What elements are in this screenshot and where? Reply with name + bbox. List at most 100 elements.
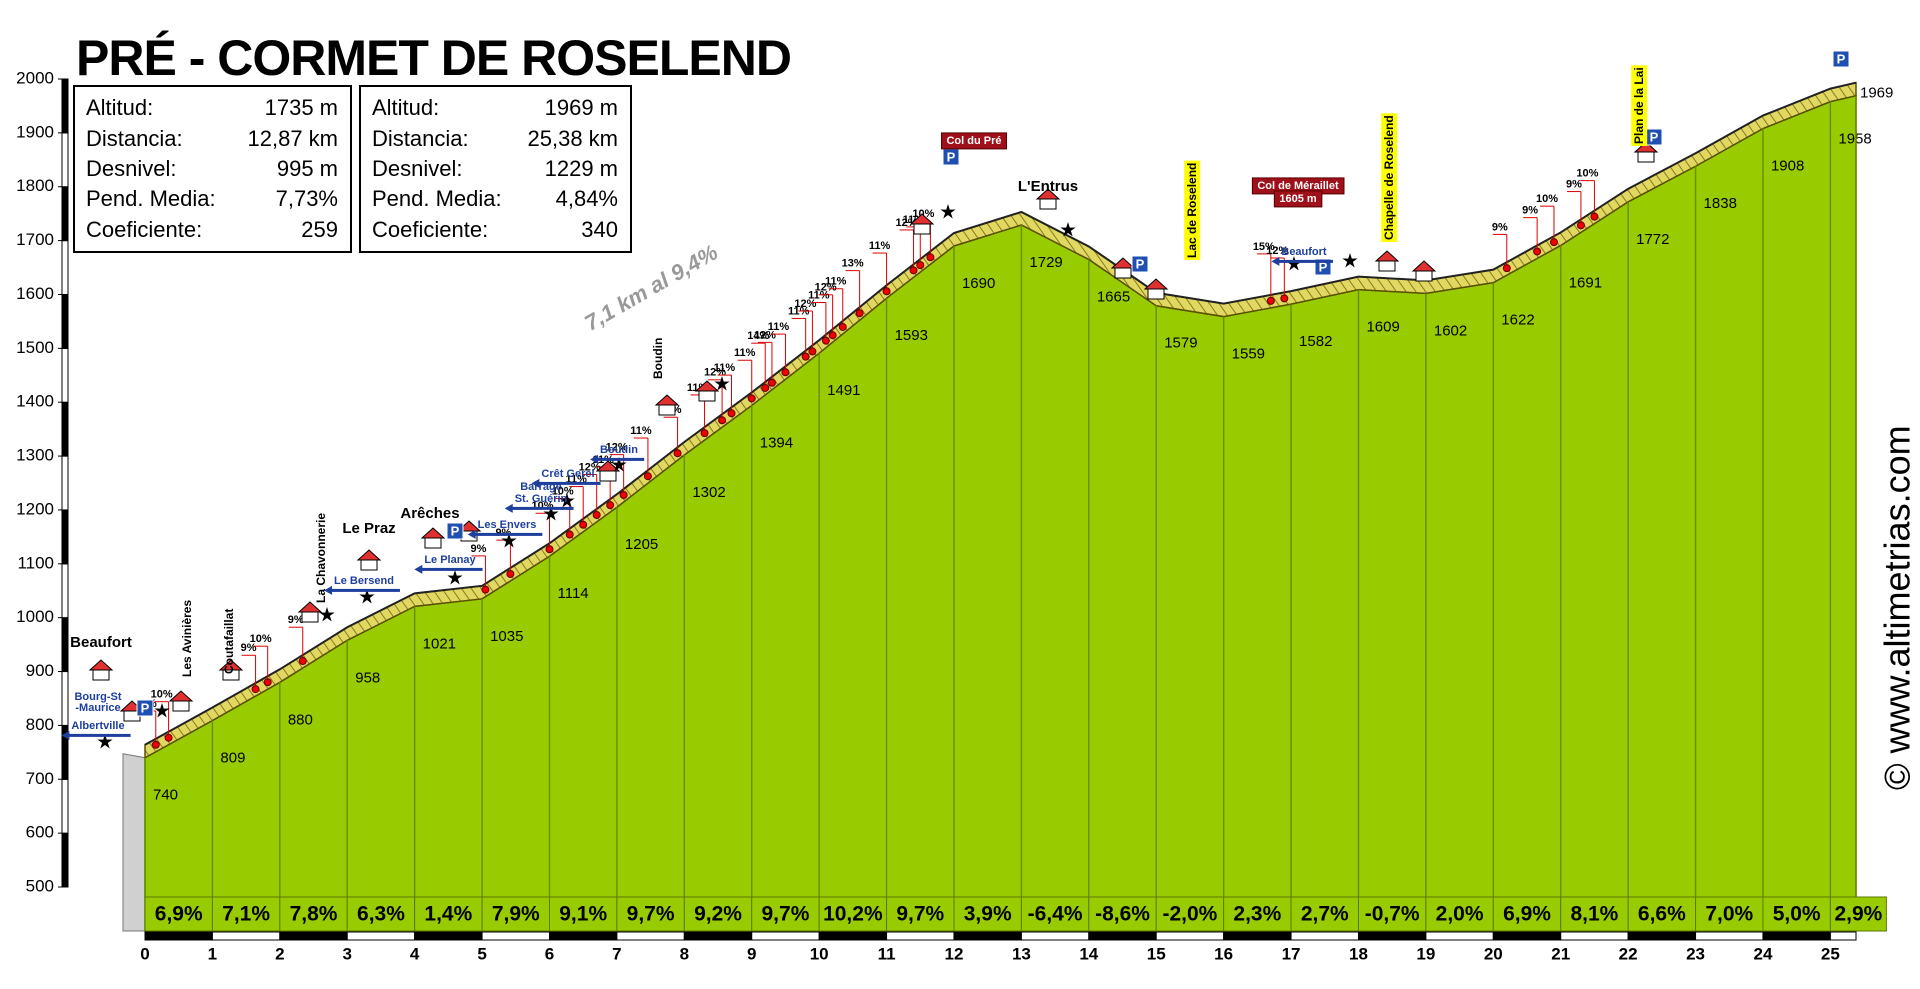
altitude-label: 880 [288,711,313,728]
slope-dot [298,657,307,666]
slope-dot [808,347,817,356]
x-axis-band [886,931,955,941]
slope-label: 12% [794,298,816,310]
x-tick-label: 0 [140,944,149,963]
parking-sign [446,522,464,540]
info-value: 1969 m [545,95,618,120]
sign-arrowhead [590,454,599,464]
house [1147,288,1165,300]
gradient-box [1829,896,1887,932]
sign-arrow [1277,259,1333,263]
info-label: Pend. Media: [86,186,216,211]
slope-label: 10% [1576,168,1598,180]
y-tick-label: 1400 [16,392,54,411]
house [1637,151,1655,163]
slope-label: 12% [1266,245,1288,257]
x-tick-label: 10 [810,944,829,963]
watermark: © www.altimetrias.com [1877,425,1918,790]
slope-dot [673,449,682,458]
house-roof [88,659,114,671]
slope-dot [1549,238,1558,247]
sign-arrowhead [531,478,540,488]
chart-title: PRÉ - CORMET DE ROSELEND [76,30,791,86]
info-value: 12,87 km [248,126,339,151]
x-tick-label: 23 [1686,944,1705,963]
slope-dot [1590,212,1599,221]
altitude-label: 740 [153,787,178,804]
slope-label: 10% [151,689,173,701]
y-axis-band [61,563,69,619]
altitude-label: 1579 [1164,335,1197,352]
x-tick-label: 1 [208,944,217,963]
parking-label: P [1650,129,1659,144]
place-name: La Chavonnerie [314,513,328,603]
slope-dot [821,336,830,345]
slope-label: 11% [825,276,847,288]
info-label: Desnivel: [86,156,176,181]
info-label: Distancia: [372,126,469,151]
place-bg [1184,160,1201,260]
y-axis-band [61,186,69,242]
house [92,669,110,681]
place-name: Lac de Roselend [1185,163,1199,258]
road-sign: Le Planay [424,554,476,566]
y-axis-band [61,401,69,457]
slope-label: 11% [808,289,830,301]
slope-label: 11% [768,321,790,333]
info-value: 259 [301,217,338,242]
x-axis-band [1020,931,1090,941]
altitude-label: 1609 [1366,319,1399,336]
altitude-label: 958 [355,669,380,686]
slope-dot [909,266,918,275]
gradient-box [1020,896,1090,932]
slope-label: 10% [552,485,574,497]
slope-dot [619,491,628,500]
x-axis-band [818,931,888,941]
slope-label: 11% [714,362,736,374]
slope-dot [926,253,935,262]
gradient-box [1155,896,1225,932]
house [1039,198,1057,210]
gradient-label: 2,0% [1436,903,1484,926]
y-axis-band [61,132,69,188]
slope-dot [700,429,709,438]
slope-label: 12% [704,367,726,379]
house [1378,260,1396,272]
x-tick-label: 2 [275,944,284,963]
y-tick-label: 1000 [16,607,54,626]
y-axis-band [61,293,69,349]
y-tick-label: 1700 [16,230,54,249]
x-axis-band [751,931,820,941]
slope-dot [606,501,615,510]
slope-label: 13% [842,258,864,270]
gradient-label: 7,9% [492,903,540,926]
slope-label: 14% [747,330,769,342]
x-tick-label: 25 [1821,944,1840,963]
gradient-label: -2,0% [1163,903,1218,926]
x-axis-band [616,931,685,941]
slope-dot [718,416,727,425]
x-tick-label: 19 [1416,944,1435,963]
house-roof [168,690,194,702]
altitude-label: 1205 [625,536,658,553]
altitude-label: 1559 [1232,346,1265,363]
parking-sign [1832,50,1850,68]
gradient-box [683,896,753,932]
house-roof [1110,257,1136,269]
gradient-label: -0,7% [1365,903,1420,926]
x-tick-label: 8 [680,944,689,963]
y-tick-label: 600 [26,823,54,842]
gradient-label: 6,9% [155,903,203,926]
gradient-box [886,896,955,932]
altitude-label: 1593 [895,327,928,344]
x-axis-band [953,931,1022,941]
gradient-box [211,896,281,932]
x-axis-band [1155,931,1225,941]
x-tick-label: 22 [1619,944,1638,963]
slope-label: 10% [250,633,272,645]
star [501,533,517,548]
parking-label: P [141,700,150,715]
altitude-label: 1908 [1771,158,1804,175]
house-roof [1374,250,1400,262]
